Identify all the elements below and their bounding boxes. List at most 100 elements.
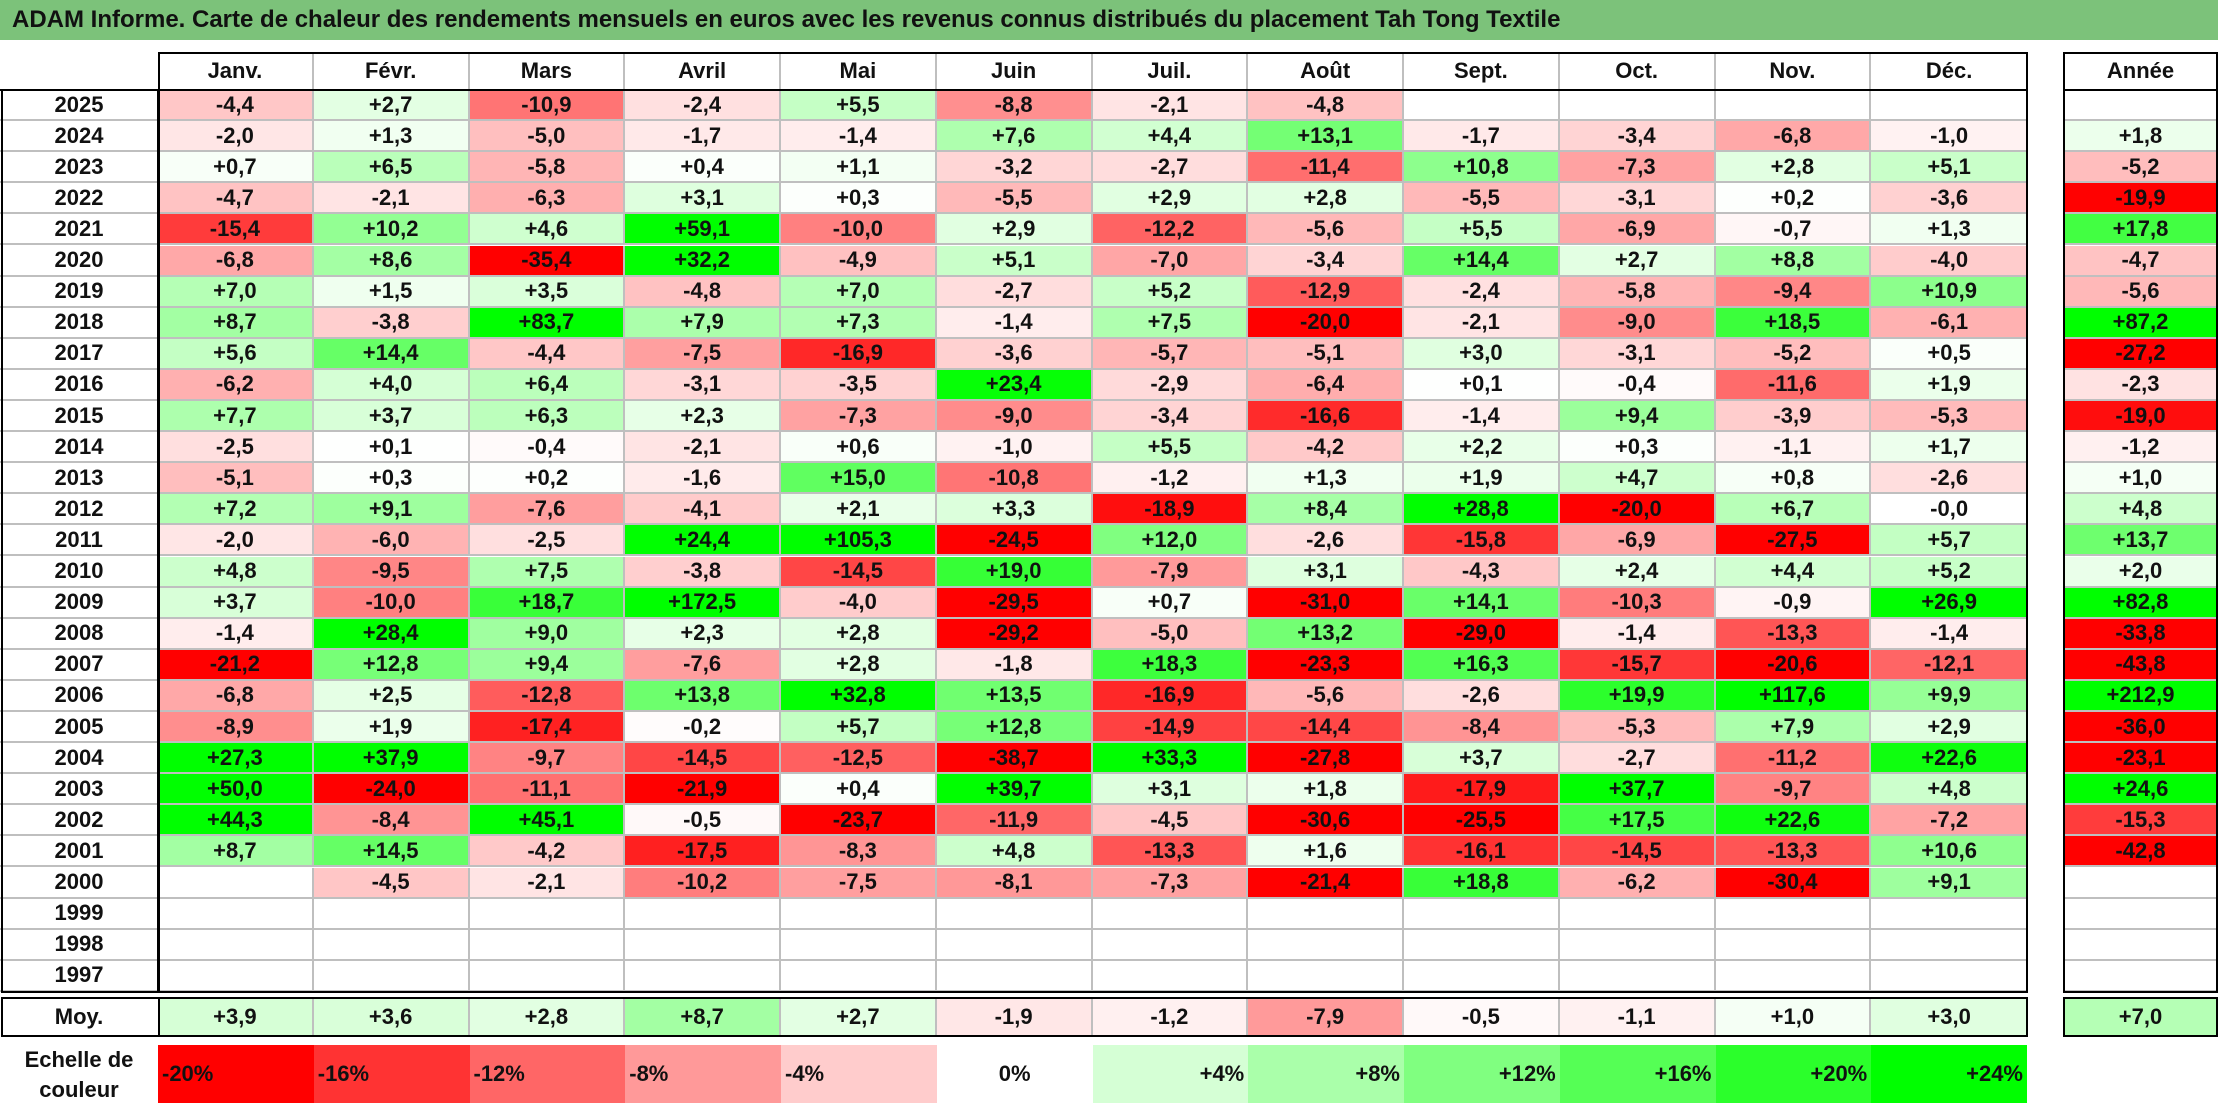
heatmap-cell (469, 960, 626, 992)
heatmap-cell: -20,0 (1559, 494, 1716, 526)
heatmap-cell (1559, 898, 1716, 930)
heatmap-cell: +14,5 (313, 836, 470, 868)
heatmap-cell: +8,7 (158, 836, 314, 868)
heatmap-cell (469, 898, 626, 930)
heatmap-cell: -4,9 (781, 245, 937, 277)
heatmap-cell (1871, 90, 2027, 122)
heatmap-cell: -4,1 (625, 494, 781, 526)
color-scale-step: -8% (625, 1045, 781, 1103)
heatmap-cell: -1,4 (936, 307, 1093, 339)
heatmap-cell: +5,5 (1092, 432, 1249, 464)
heatmap-cell: -1,7 (625, 121, 781, 153)
heatmap-cell: -23,3 (1248, 649, 1404, 681)
heatmap-cell: +117,6 (1715, 680, 1872, 712)
heatmap-cell: -4,0 (1871, 245, 2027, 277)
heatmap-cell: +1,3 (1248, 463, 1404, 495)
heatmap-cell (1715, 960, 1872, 992)
heatmap-cell: -13,3 (1715, 836, 1872, 868)
heatmap-cell: -2,0 (158, 525, 314, 557)
heatmap-cell: +12,0 (1092, 525, 1249, 557)
heatmap-cell: +13,1 (1248, 121, 1404, 153)
year-label: 2005 (0, 712, 158, 744)
heatmap-cell: -7,5 (625, 338, 781, 370)
heatmap-cell: +5,5 (1404, 214, 1560, 246)
color-scale-step: -16% (313, 1045, 470, 1103)
average-cell: +2,8 (469, 997, 626, 1036)
heatmap-cell: -7,0 (1092, 245, 1249, 277)
heatmap-cell: +7,0 (158, 276, 314, 308)
heatmap-cell: +17,5 (1559, 805, 1716, 837)
heatmap-cell: +2,3 (625, 401, 781, 433)
month-header: Janv. (158, 52, 314, 90)
heatmap-cell: -30,6 (1248, 805, 1404, 837)
heatmap-cell: +44,3 (158, 805, 314, 837)
heatmap-cell: -0,5 (625, 805, 781, 837)
heatmap-cell: +8,8 (1715, 245, 1872, 277)
year-label: 2002 (0, 805, 158, 837)
heatmap-cell (1404, 90, 1560, 122)
heatmap-cell: -3,6 (1871, 183, 2027, 215)
annual-cell: +87,2 (2063, 307, 2218, 339)
heatmap-cell: +39,7 (936, 774, 1093, 806)
heatmap-cell: -15,7 (1559, 649, 1716, 681)
heatmap-cell: +5,6 (158, 338, 314, 370)
month-header: Juil. (1092, 52, 1249, 90)
year-label: 1999 (0, 898, 158, 930)
heatmap-cell: +27,3 (158, 743, 314, 775)
month-header: Nov. (1715, 52, 1872, 90)
heatmap-cell: -25,5 (1404, 805, 1560, 837)
heatmap-cell: +5,2 (1871, 556, 2027, 588)
year-label: 1998 (0, 929, 158, 961)
heatmap-cell: -16,9 (781, 338, 937, 370)
heatmap-cell: -7,5 (781, 867, 937, 899)
heatmap-cell: +2,4 (1559, 556, 1716, 588)
average-cell: +8,7 (625, 997, 781, 1036)
heatmap-cell: -24,5 (936, 525, 1093, 557)
average-cell: +3,6 (313, 997, 470, 1036)
heatmap-cell: -38,7 (936, 743, 1093, 775)
heatmap-cell: -7,2 (1871, 805, 2027, 837)
heatmap-cell: -17,5 (625, 836, 781, 868)
annual-cell: +17,8 (2063, 214, 2218, 246)
heatmap-cell: -5,1 (158, 463, 314, 495)
heatmap-cell: +0,7 (1092, 587, 1249, 619)
heatmap-cell: -4,5 (1092, 805, 1249, 837)
heatmap-cell: +2,7 (1559, 245, 1716, 277)
heatmap-cell (1404, 898, 1560, 930)
heatmap-cell: +4,7 (1559, 463, 1716, 495)
heatmap-cell: +18,8 (1404, 867, 1560, 899)
heatmap-cell: +10,9 (1871, 276, 2027, 308)
heatmap-cell (1248, 898, 1404, 930)
heatmap-cell: +0,5 (1871, 338, 2027, 370)
heatmap-cell: +2,8 (1248, 183, 1404, 215)
heatmap-cell (1559, 929, 1716, 961)
annual-cell: +212,9 (2063, 680, 2218, 712)
heatmap-cell: +19,0 (936, 556, 1093, 588)
annual-cell: -5,2 (2063, 152, 2218, 184)
average-cell: +2,7 (781, 997, 937, 1036)
year-label: 2020 (0, 245, 158, 277)
heatmap-cell: -17,9 (1404, 774, 1560, 806)
heatmap-cell: -2,6 (1404, 680, 1560, 712)
heatmap-cell: +6,7 (1715, 494, 1872, 526)
heatmap-cell: +0,7 (158, 152, 314, 184)
annual-cell: -15,3 (2063, 805, 2218, 837)
annual-cell: +1,0 (2063, 463, 2218, 495)
year-label: 2003 (0, 774, 158, 806)
heatmap-cell: -4,8 (625, 276, 781, 308)
heatmap-cell: +10,8 (1404, 152, 1560, 184)
heatmap-cell: +0,1 (1404, 369, 1560, 401)
heatmap-cell: -2,1 (1404, 307, 1560, 339)
year-label: 2016 (0, 369, 158, 401)
year-label: 2010 (0, 556, 158, 588)
heatmap-cell (1715, 898, 1872, 930)
average-cell: -7,9 (1248, 997, 1404, 1036)
heatmap-cell: -6,9 (1559, 525, 1716, 557)
heatmap-cell: -3,4 (1559, 121, 1716, 153)
heatmap-cell: +6,5 (313, 152, 470, 184)
annual-cell: +4,8 (2063, 494, 2218, 526)
heatmap-cell (1559, 960, 1716, 992)
heatmap-cell: -11,6 (1715, 369, 1872, 401)
heatmap-cell: -11,4 (1248, 152, 1404, 184)
heatmap-cell: -31,0 (1248, 587, 1404, 619)
